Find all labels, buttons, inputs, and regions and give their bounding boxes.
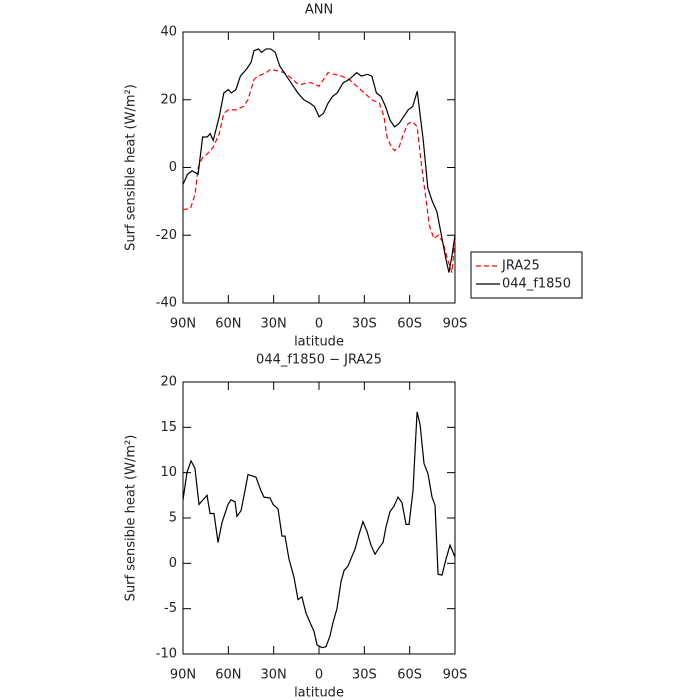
legend-label: 044_f1850 xyxy=(502,277,571,292)
x-tick-label: 60S xyxy=(397,317,422,332)
data-line xyxy=(182,68,456,273)
x-tick-label: 30S xyxy=(352,668,377,683)
panel: 044_f1850 − JRA25 latitude Surf sensible h… xyxy=(124,353,468,700)
plot-frame xyxy=(182,381,456,655)
y-tick-label: 10 xyxy=(160,465,177,480)
x-tick-label: 60S xyxy=(397,668,422,683)
x-tick-label: 90N xyxy=(170,668,196,683)
plot-frame xyxy=(182,31,456,304)
y-tick-label: -5 xyxy=(164,601,177,616)
y-tick-label: 0 xyxy=(169,556,177,571)
chart-title: ANN xyxy=(305,3,333,18)
x-tick-label: 0 xyxy=(315,668,323,683)
y-tick-label: -40 xyxy=(156,296,177,311)
legend-box xyxy=(470,251,583,299)
x-tick-label: 60N xyxy=(215,317,241,332)
data-line xyxy=(182,411,456,649)
chart-title: 044_f1850 − JRA25 xyxy=(256,353,382,368)
x-axis-label: latitude xyxy=(294,335,344,350)
x-tick-label: 30N xyxy=(261,668,287,683)
legend-label: JRA25 xyxy=(501,259,540,274)
x-tick-label: 90S xyxy=(443,317,468,332)
x-tick-label: 30N xyxy=(261,317,287,332)
y-tick-label: 40 xyxy=(160,25,177,40)
y-axis-label: Surf sensible heat (W/m²) xyxy=(124,435,139,602)
y-tick-label: -10 xyxy=(156,647,177,662)
panel: ANN latitude Surf sensible heat (W/m²) -40 -… xyxy=(124,3,583,350)
y-tick-label: 15 xyxy=(160,420,177,435)
y-tick-label: -20 xyxy=(156,228,177,243)
y-tick-label: 5 xyxy=(169,511,177,526)
x-tick-label: 90N xyxy=(170,317,196,332)
x-axis-label: latitude xyxy=(294,686,344,700)
x-tick-label: 90S xyxy=(443,668,468,683)
y-tick-label: 20 xyxy=(160,375,177,390)
data-line xyxy=(182,48,456,273)
x-tick-label: 30S xyxy=(352,317,377,332)
y-axis-label: Surf sensible heat (W/m²) xyxy=(124,84,139,251)
y-tick-label: 0 xyxy=(169,160,177,175)
x-tick-label: 0 xyxy=(315,317,323,332)
x-tick-label: 60N xyxy=(215,668,241,683)
y-tick-label: 20 xyxy=(160,92,177,107)
